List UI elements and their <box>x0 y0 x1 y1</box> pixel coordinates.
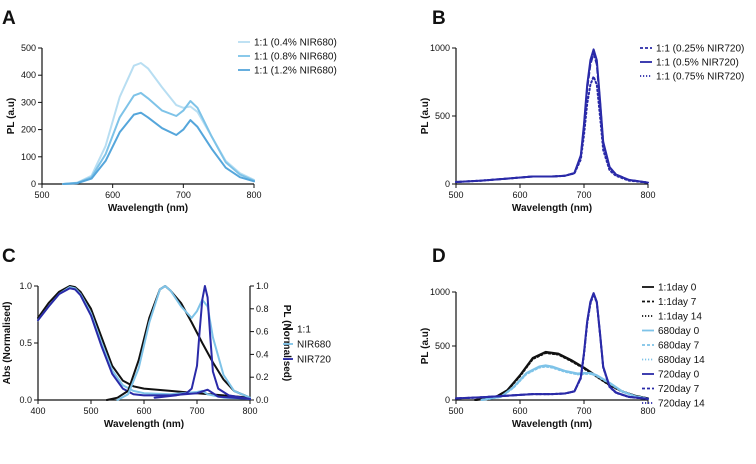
legend: 1:1 NIR680 NIR720 <box>283 325 331 366</box>
series-line-6 <box>480 365 649 401</box>
y-tick-label: 400 <box>21 70 36 80</box>
x-tick-label: 700 <box>189 406 204 416</box>
legend-label: 720day 7 <box>658 384 700 395</box>
y-tick-label: 0 <box>31 179 36 189</box>
x-axis-label: Wavelength (nm) <box>512 203 592 214</box>
y2-tick-label: 0.0 <box>256 395 269 405</box>
y2-tick-label: 0.8 <box>256 304 269 314</box>
y-tick-label: 500 <box>435 341 450 351</box>
legend-label: 1:1 (0.4% NIR680) <box>254 38 337 49</box>
legend-label: 1:1day 14 <box>658 312 702 323</box>
legend-label: 1:1 (0.8% NIR680) <box>254 52 337 63</box>
series-line-8 <box>455 292 649 400</box>
y-axis-label: PL (a.u) <box>6 98 17 134</box>
legend-label: 1:1 (0.5% NIR720) <box>656 58 739 69</box>
x-axis-label: Wavelength (nm) <box>108 203 188 214</box>
series-line-3 <box>37 287 251 400</box>
x-tick-label: 500 <box>448 406 463 416</box>
legend-label: 1:1day 0 <box>658 283 697 294</box>
y2-tick-label: 0.2 <box>256 372 269 382</box>
series-line-3 <box>455 75 649 184</box>
legend-label: 680day 0 <box>658 326 700 337</box>
legend-label: NIR680 <box>297 340 331 351</box>
y-tick-label: 0 <box>445 395 450 405</box>
y2-axis-label: PL (Normalised) <box>281 305 292 382</box>
y-tick-label: 1000 <box>430 287 450 297</box>
x-tick-label: 800 <box>246 190 261 200</box>
panel-letter: A <box>2 8 16 29</box>
chart-panel-a: A 500 600 700 800 0 100 200 300 400 500 Wavelength … <box>2 8 337 214</box>
panel-letter: C <box>2 246 16 267</box>
y2-tick-label: 1.0 <box>256 281 269 291</box>
y-tick-label: 1.0 <box>19 281 32 291</box>
legend-label: 1:1 <box>297 325 311 336</box>
x-tick-label: 500 <box>448 190 463 200</box>
y-tick-label: 200 <box>21 125 36 135</box>
x-tick-label: 800 <box>640 406 655 416</box>
panel-letter: B <box>432 8 446 29</box>
y-tick-label: 500 <box>21 43 36 53</box>
y-axis-label: PL (a.u) <box>420 328 431 364</box>
y-tick-label: 0.5 <box>19 338 32 348</box>
x-tick-label: 700 <box>576 190 591 200</box>
legend: 1:1day 0 1:1day 7 1:1day 14 680day 0 680day … <box>642 283 705 410</box>
series-line-9 <box>455 293 649 400</box>
x-tick-label: 700 <box>176 190 191 200</box>
y-tick-label: 300 <box>21 97 36 107</box>
legend-label: 1:1 (1.2% NIR680) <box>254 66 337 77</box>
x-axis-label: Wavelength (nm) <box>104 419 184 430</box>
legend-label: 1:1day 7 <box>658 297 697 308</box>
y-tick-label: 500 <box>435 111 450 121</box>
legend-label: 1:1 (0.25% NIR720) <box>656 44 744 55</box>
y-tick-label: 0.0 <box>19 395 32 405</box>
y-tick-label: 100 <box>21 152 36 162</box>
y-axis-label: PL (a.u) <box>420 98 431 134</box>
series-line-3 <box>62 111 255 185</box>
series-line-5 <box>116 285 251 401</box>
y-axis-label: Abs (Normalised) <box>2 302 13 385</box>
series-line-1 <box>455 52 649 184</box>
legend-label: 1:1 (0.75% NIR720) <box>656 72 744 83</box>
y-tick-label: 1000 <box>430 43 450 53</box>
panel-letter: D <box>432 246 446 267</box>
y2-tick-label: 0.4 <box>256 349 269 359</box>
series-line-2 <box>62 91 255 185</box>
x-tick-label: 600 <box>136 406 151 416</box>
x-axis-label: Wavelength (nm) <box>512 419 592 430</box>
legend-label: 680day 14 <box>658 355 705 366</box>
x-tick-label: 500 <box>34 190 49 200</box>
legend-label: NIR720 <box>297 355 331 366</box>
series-line-2 <box>455 48 649 184</box>
legend-label: 720day 0 <box>658 370 700 381</box>
legend: 1:1 (0.25% NIR720) 1:1 (0.5% NIR720) 1:1 (… <box>640 44 744 83</box>
legend-label: 720day 14 <box>658 399 705 410</box>
series-line-6 <box>153 285 251 400</box>
x-tick-label: 800 <box>242 406 257 416</box>
x-tick-label: 800 <box>640 190 655 200</box>
x-tick-label: 400 <box>30 406 45 416</box>
legend: 1:1 (0.4% NIR680) 1:1 (0.8% NIR680) 1:1 (1… <box>238 38 337 77</box>
x-tick-label: 600 <box>105 190 120 200</box>
x-tick-label: 600 <box>512 190 527 200</box>
x-tick-label: 700 <box>576 406 591 416</box>
x-tick-label: 600 <box>512 406 527 416</box>
y-tick-label: 0 <box>445 179 450 189</box>
series-line-1 <box>37 285 251 399</box>
y2-tick-label: 0.6 <box>256 327 269 337</box>
legend-label: 680day 7 <box>658 341 700 352</box>
series-line-7 <box>455 292 649 400</box>
x-tick-label: 500 <box>83 406 98 416</box>
